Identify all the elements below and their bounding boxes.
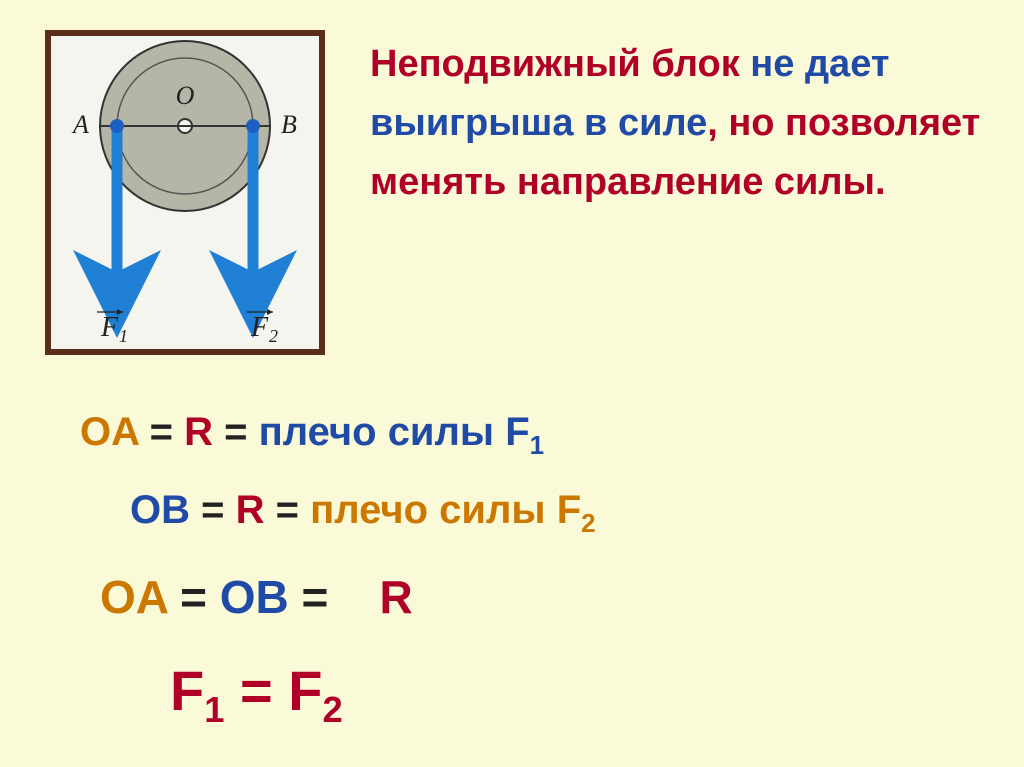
eq4-f2: F (288, 659, 322, 722)
eq-line-4: F1 = F2 (170, 658, 343, 731)
eq3-r: R (380, 571, 413, 623)
eq2-r: R (236, 488, 265, 532)
svg-text:1: 1 (119, 326, 128, 346)
eq2-ob: OB (130, 488, 190, 532)
eq3-oa: OA (100, 571, 167, 623)
label-F2: F 2 (247, 309, 278, 346)
svg-text:2: 2 (269, 326, 278, 346)
eq3-ob: OB (220, 571, 289, 623)
main-statement: Неподвижный блок не дает выигрыша в силе… (370, 35, 990, 212)
eq2-desc: плечо силы F (310, 488, 581, 532)
eq1-sub: 1 (530, 430, 544, 460)
stmt-part1: Неподвижный блок (370, 43, 750, 85)
label-O: O (176, 81, 195, 110)
eq1-r: R (184, 410, 213, 454)
eq-line-1: OA = R = плечо силы F1 (80, 410, 544, 461)
eq-line-2: OB = R = плечо силы F2 (130, 488, 596, 539)
label-F1: F 1 (97, 309, 128, 346)
eq1-oa: OA (80, 410, 139, 454)
eq2-sub: 2 (581, 508, 595, 538)
svg-text:F: F (100, 312, 119, 343)
eq4-f1: F (170, 659, 204, 722)
label-A: A (71, 110, 89, 139)
pulley-diagram-frame: O A B F 1 F 2 (45, 30, 325, 355)
pulley-diagram: O A B F 1 F 2 (51, 36, 319, 349)
eq-line-3: OA = OB = R (100, 570, 413, 624)
eq1-desc: плечо силы F (259, 410, 530, 454)
label-B: B (281, 110, 297, 139)
svg-text:F: F (250, 312, 269, 343)
